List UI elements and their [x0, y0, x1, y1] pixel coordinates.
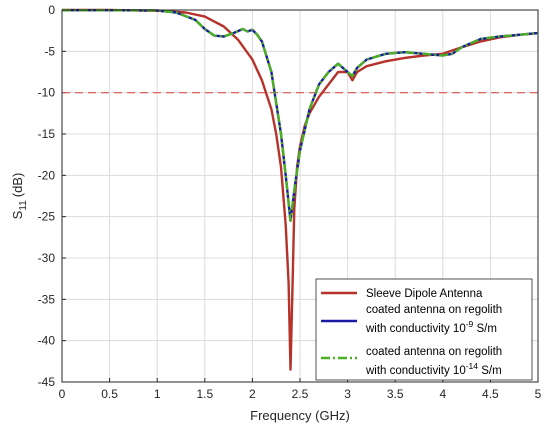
legend-label-sleeve-dipole: Sleeve Dipole Antenna: [366, 288, 483, 300]
x-tick-label-1: 0.5: [101, 387, 118, 401]
x-tick-label-4: 2: [249, 387, 256, 401]
y-tick-label-2: -10: [38, 86, 56, 100]
x-axis-label: Frequency (GHz): [250, 408, 350, 423]
legend-label-conductivity-1e-9-line2: with conductivity 10-9 S/m: [365, 319, 497, 335]
y-tick-label-5: -25: [38, 210, 56, 224]
legend-label-conductivity-1e-9-line1: coated antenna on regolith: [366, 304, 502, 316]
plot-frame: [61, 9, 539, 383]
legend: Sleeve Dipole Antenna coated antenna on …: [315, 278, 533, 381]
legend-1e-9-suffix: S/m: [473, 323, 497, 335]
x-tick-label-3: 1.5: [196, 387, 213, 401]
x-tick-label-2: 1: [154, 387, 161, 401]
legend-1e-9-prefix: with conductivity 10: [365, 323, 466, 335]
y-axis-label-main: S: [10, 210, 25, 219]
legend-1e-14-exponent: -14: [466, 361, 479, 371]
x-tick-label-6: 3: [344, 387, 351, 401]
series-line-conductivity-1e-14: [62, 9, 539, 222]
y-tick-label-9: -45: [38, 375, 56, 389]
y-axis-label: S11 (dB): [10, 173, 29, 220]
legend-1e-9-exponent: -9: [466, 319, 474, 329]
legend-label-conductivity-1e-14-line1: coated antenna on regolith: [366, 346, 502, 358]
y-tick-label-1: -5: [44, 44, 55, 58]
y-tick-label-8: -40: [38, 334, 56, 348]
x-tick-label-9: 4.5: [482, 387, 499, 401]
legend-1e-14-prefix: with conductivity 10: [365, 365, 466, 377]
x-tick-label-0: 0: [59, 387, 66, 401]
y-tick-label-7: -35: [38, 292, 56, 306]
y-tick-label-4: -20: [38, 168, 56, 182]
y-tick-labels: 0 -5 -10 -15 -20 -25 -30 -35 -40 -45: [38, 3, 66, 389]
legend-box: [315, 278, 533, 381]
x-tick-label-5: 2.5: [292, 387, 309, 401]
x-tick-label-10: 5: [535, 387, 542, 401]
legend-label-conductivity-1e-14-line2: with conductivity 10-14 S/m: [365, 361, 502, 377]
y-tick-label-3: -15: [38, 127, 56, 141]
y-axis-label-unit: (dB): [10, 173, 25, 198]
legend-1e-14-suffix: S/m: [478, 365, 502, 377]
x-tick-label-7: 3.5: [387, 387, 404, 401]
x-tick-label-8: 4: [439, 387, 446, 401]
x-tick-labels: 0 0.5 1 1.5 2 2.5 3 3.5 4 4.5 5: [59, 378, 542, 401]
y-tick-label-6: -30: [38, 251, 56, 265]
y-tick-label-0: 0: [48, 3, 55, 17]
y-axis-label-subscript: 11: [18, 200, 29, 211]
series-lines: [62, 8, 539, 371]
